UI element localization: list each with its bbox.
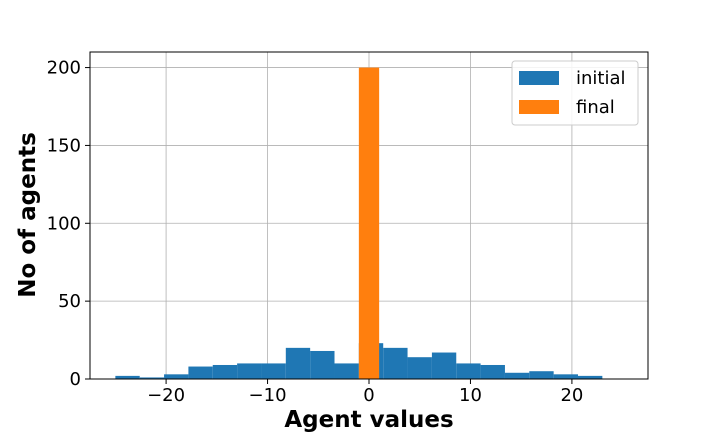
y-axis-label: No of agents (15, 132, 41, 298)
y-tick-label-1: 50 (58, 291, 81, 312)
bar-initial-16 (504, 372, 530, 379)
bar-initial-0 (115, 375, 140, 379)
legend-swatch-initial (519, 71, 559, 85)
y-axis-ticks: 0 50 100 150 200 (47, 58, 90, 390)
bar-initial-6 (261, 363, 286, 379)
bar-initial-7 (285, 347, 311, 379)
bar-initial-11 (383, 347, 408, 379)
y-tick-label-0: 0 (70, 369, 81, 390)
bar-initial-12 (407, 357, 432, 379)
bar-initial-19 (577, 375, 603, 379)
bar-initial-15 (480, 364, 505, 379)
legend-swatch-final (519, 100, 559, 114)
legend-label-initial: initial (576, 68, 626, 89)
bar-initial-8 (310, 350, 335, 379)
bar-final-0 (358, 67, 380, 380)
bar-initial-9 (334, 363, 359, 379)
x-tick-label-2: 0 (363, 385, 374, 406)
bar-initial-13 (431, 352, 457, 379)
x-tick-label-0: −20 (147, 385, 185, 406)
bar-initial-17 (529, 371, 554, 379)
y-tick-label-4: 200 (47, 58, 81, 79)
y-tick-label-3: 150 (47, 135, 81, 156)
x-tick-label-1: −10 (249, 385, 287, 406)
y-tick-label-2: 100 (47, 213, 81, 234)
bar-initial-3 (188, 366, 213, 379)
x-tick-label-3: 10 (459, 385, 482, 406)
bar-initial-1 (139, 377, 165, 379)
bar-initial-14 (456, 363, 481, 379)
x-axis-label: Agent values (284, 407, 453, 432)
x-axis-ticks: −20 −10 0 10 20 (147, 379, 583, 406)
bar-initial-2 (164, 374, 189, 379)
x-tick-label-4: 20 (560, 385, 583, 406)
legend: initial final (511, 60, 639, 126)
histogram-bars (115, 67, 603, 380)
bar-initial-5 (237, 363, 262, 379)
bar-initial-18 (553, 374, 578, 379)
bar-initial-4 (212, 364, 238, 379)
legend-label-final: final (576, 97, 615, 118)
